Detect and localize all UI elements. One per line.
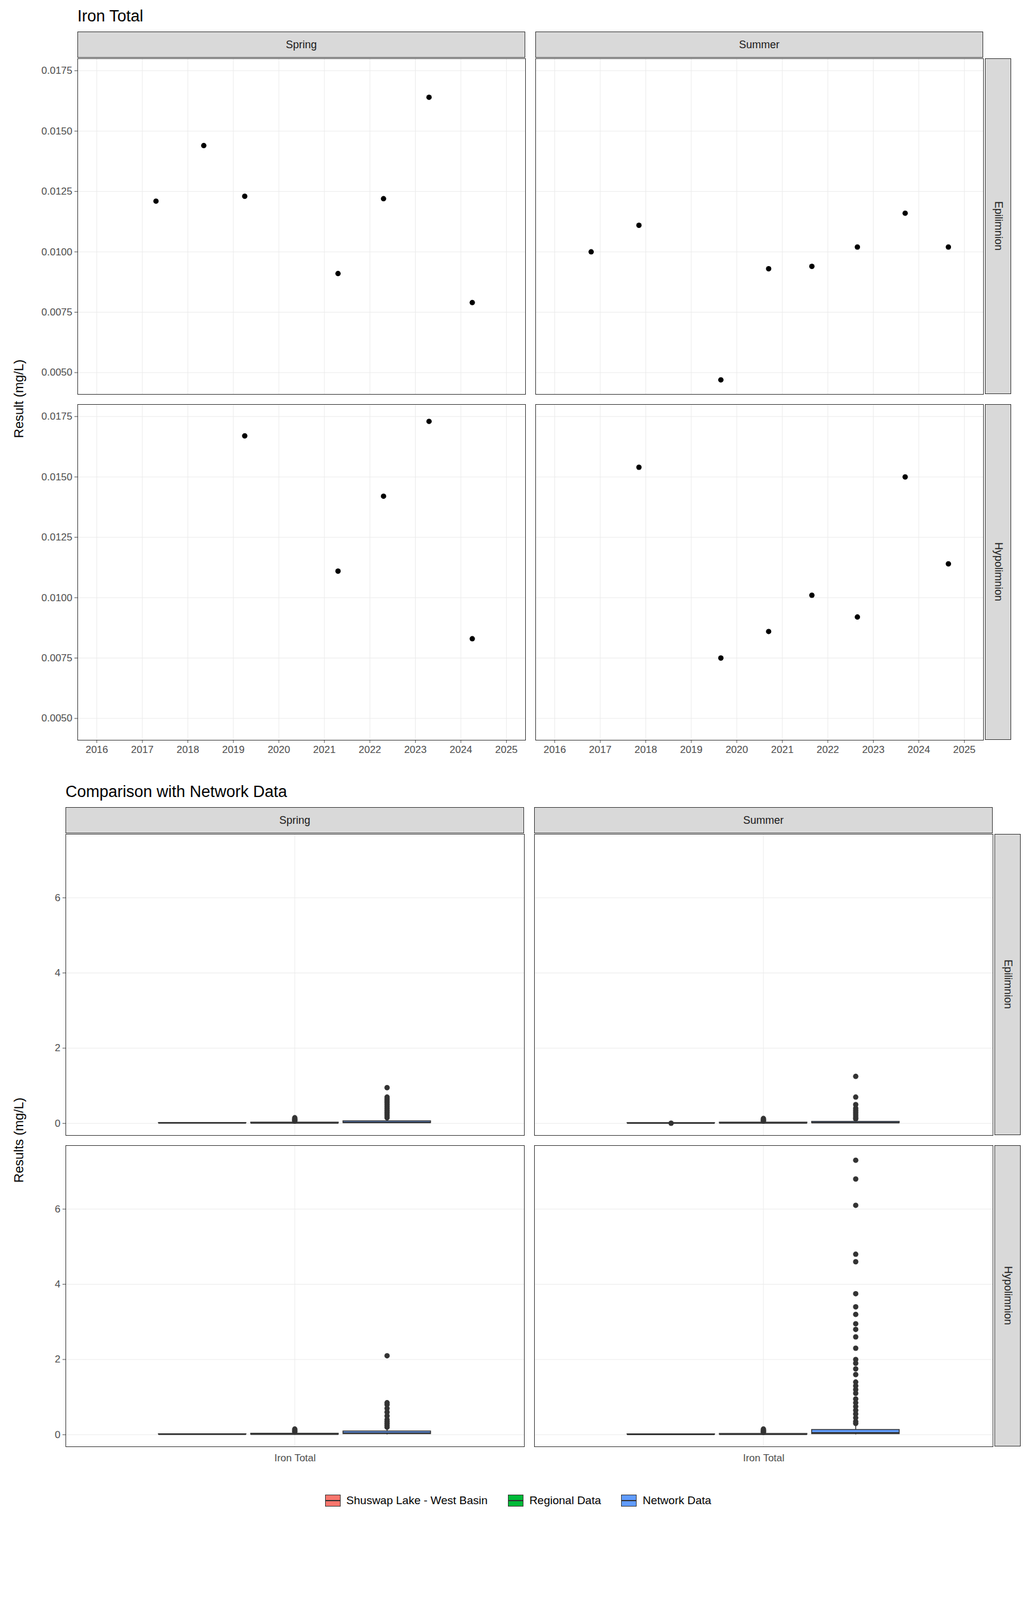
svg-text:2019: 2019 [222, 744, 245, 756]
html-text:Hypolimnion: Hypolimnion [1001, 1266, 1014, 1326]
svg-text:6: 6 [54, 892, 61, 904]
html-text:Spring: Spring [285, 38, 317, 51]
svg-text:0.0050: 0.0050 [41, 366, 73, 379]
svg-text:2023: 2023 [862, 744, 885, 756]
svg-text:2018: 2018 [176, 744, 200, 756]
svg-text:0.0125: 0.0125 [41, 531, 73, 544]
svg-text:2025: 2025 [494, 744, 518, 756]
svg-text:2025: 2025 [952, 744, 976, 756]
svg-text:2017: 2017 [131, 744, 154, 756]
svg-text:2022: 2022 [816, 744, 840, 756]
html-text:Spring: Spring [279, 814, 311, 827]
svg-text:0.0150: 0.0150 [41, 125, 73, 137]
svg-text:2024: 2024 [449, 744, 473, 756]
svg-text:2024: 2024 [907, 744, 931, 756]
svg-text:2018: 2018 [634, 744, 658, 756]
svg-text:0.0050: 0.0050 [41, 712, 73, 725]
svg-text:2019: 2019 [680, 744, 703, 756]
html-text:Hypolimnion: Hypolimnion [992, 542, 1005, 602]
html-text:Summer: Summer [738, 38, 780, 51]
svg-text:0.0075: 0.0075 [41, 306, 73, 318]
svg-text:0.0100: 0.0100 [41, 592, 73, 604]
svg-text:2021: 2021 [313, 744, 336, 756]
svg-text:2016: 2016 [85, 744, 109, 756]
svg-text:0.0150: 0.0150 [41, 471, 73, 483]
html-text:Shuswap Lake - West Basin: Shuswap Lake - West Basin [346, 1494, 488, 1508]
svg-text:4: 4 [54, 967, 61, 979]
svg-text:0.0175: 0.0175 [41, 410, 73, 423]
html-text:Epilimnion: Epilimnion [1001, 960, 1014, 1010]
svg-text:2021: 2021 [771, 744, 794, 756]
svg-text:4: 4 [54, 1279, 61, 1291]
html-text:Summer: Summer [743, 814, 784, 827]
html-text:Result (mg/L): Result (mg/L) [11, 359, 27, 439]
svg-text:0.0100: 0.0100 [41, 246, 73, 258]
svg-text:6: 6 [54, 1204, 61, 1216]
svg-text:0.0125: 0.0125 [41, 185, 73, 198]
html-text:Iron Total: Iron Total [77, 7, 144, 26]
html-text:Epilimnion: Epilimnion [992, 201, 1005, 251]
svg-text:2017: 2017 [588, 744, 612, 756]
svg-text:Iron Total: Iron Total [274, 1452, 317, 1465]
svg-text:2020: 2020 [267, 744, 291, 756]
svg-text:0.0175: 0.0175 [41, 64, 73, 77]
svg-text:2022: 2022 [358, 744, 382, 756]
svg-text:2: 2 [54, 1042, 61, 1055]
html-text:Results (mg/L): Results (mg/L) [11, 1097, 27, 1183]
svg-text:2: 2 [54, 1354, 61, 1366]
svg-text:Iron Total: Iron Total [743, 1452, 785, 1465]
html-text:Comparison with Network Data: Comparison with Network Data [65, 783, 288, 801]
html-text:Regional Data: Regional Data [529, 1494, 602, 1508]
svg-text:2020: 2020 [725, 744, 748, 756]
svg-text:2023: 2023 [404, 744, 427, 756]
svg-text:2016: 2016 [543, 744, 567, 756]
svg-text:0: 0 [54, 1429, 61, 1442]
svg-text:0: 0 [54, 1118, 61, 1130]
svg-text:0.0075: 0.0075 [41, 652, 73, 664]
html-text:Network Data: Network Data [642, 1494, 712, 1508]
